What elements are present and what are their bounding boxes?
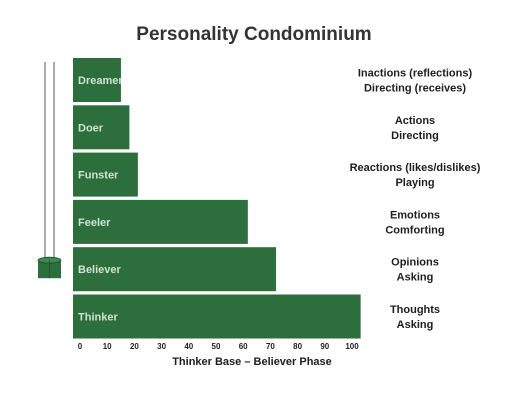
x-tick-90: 90 — [320, 342, 329, 351]
x-tick-60: 60 — [239, 342, 248, 351]
x-tick-70: 70 — [266, 342, 275, 351]
bar-label-believer: Believer — [78, 264, 122, 276]
bar-funster — [73, 152, 138, 197]
bar-dreamer — [73, 58, 121, 102]
elevator-car-icon — [37, 256, 62, 279]
x-tick-30: 30 — [157, 342, 166, 351]
x-axis-ticks: 0 10 20 30 40 50 60 70 80 90 100 — [78, 342, 359, 351]
description-funster-2: Playing — [395, 177, 434, 189]
description-thinker-1: Thoughts — [390, 304, 440, 316]
bar-label-doer: Doer — [78, 122, 104, 134]
bar-believer — [73, 247, 277, 292]
x-tick-40: 40 — [184, 342, 193, 351]
x-tick-80: 80 — [293, 342, 302, 351]
x-tick-50: 50 — [212, 342, 221, 351]
description-believer-2: Asking — [397, 272, 434, 284]
x-tick-100: 100 — [345, 342, 359, 351]
bar-doer — [73, 105, 130, 150]
description-believer-1: Opinions — [391, 257, 439, 269]
chart-title: Personality Condominium — [136, 24, 371, 45]
descriptions-group: Inactions (reflections) Directing (receiv… — [350, 68, 481, 332]
bars-group — [73, 58, 361, 339]
x-axis-label: Thinker Base – Believer Phase — [172, 356, 332, 368]
bar-thinker — [73, 294, 361, 339]
x-tick-10: 10 — [103, 342, 112, 351]
bar-label-dreamer: Dreamer — [78, 75, 123, 87]
description-dreamer-1: Inactions (reflections) — [358, 68, 473, 80]
bar-labels-group: Dreamer Doer Funster Feeler Believer Thinker — [78, 75, 123, 324]
bar-label-thinker: Thinker — [78, 312, 118, 324]
x-tick-0: 0 — [78, 342, 83, 351]
bar-label-feeler: Feeler — [78, 217, 111, 229]
description-funster-1: Reactions (likes/dislikes) — [350, 162, 481, 174]
description-doer-2: Directing — [391, 130, 439, 142]
description-thinker-2: Asking — [397, 319, 434, 331]
description-feeler-2: Comforting — [385, 224, 444, 236]
bar-label-funster: Funster — [78, 170, 119, 182]
description-doer-1: Actions — [395, 115, 435, 127]
bar-feeler — [73, 199, 248, 244]
description-feeler-1: Emotions — [390, 209, 440, 221]
description-dreamer-2: Directing (receives) — [364, 83, 466, 95]
x-tick-20: 20 — [130, 342, 139, 351]
elevator-shaft — [37, 62, 62, 279]
